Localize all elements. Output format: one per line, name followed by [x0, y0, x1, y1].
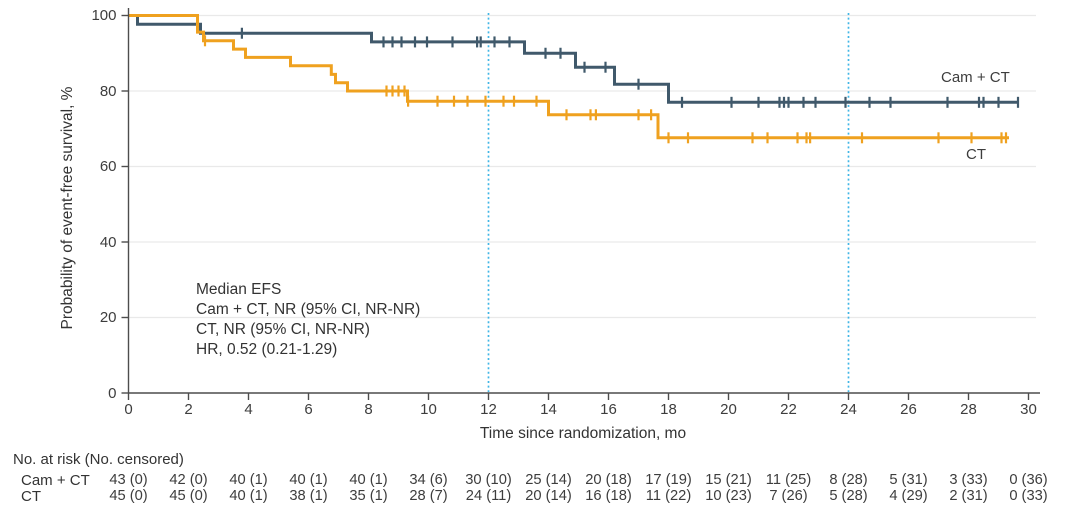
y-tick-label: 0 — [108, 384, 117, 402]
curve-cam-ct — [128, 14, 1018, 104]
y-tick-label: 100 — [91, 7, 117, 24]
risk-value: 11 (22) — [645, 488, 692, 504]
risk-value: 11 (25) — [765, 472, 812, 488]
risk-value: 7 (26) — [769, 488, 808, 504]
risk-value: 20 (18) — [585, 472, 632, 488]
risk-value: 24 (11) — [465, 488, 512, 504]
x-tick-label: 16 — [600, 401, 617, 418]
risk-value: 45 (0) — [109, 488, 148, 504]
curve-label-ct: CT — [966, 146, 986, 163]
x-tick-label: 20 — [720, 401, 737, 418]
x-tick-label: 30 — [1020, 401, 1037, 418]
x-tick-label: 6 — [304, 401, 313, 418]
risk-row-label-ct: CT — [21, 488, 41, 505]
x-tick-label: 2 — [184, 401, 193, 418]
risk-value: 38 (1) — [289, 488, 328, 504]
median-efs-annotation: Median EFS Cam + CT, NR (95% CI, NR-NR) … — [196, 280, 420, 360]
x-tick-label: 22 — [780, 401, 797, 418]
risk-value: 4 (29) — [889, 488, 928, 504]
risk-value: 40 (1) — [349, 472, 388, 488]
annotation-line-cam-ct: Cam + CT, NR (95% CI, NR-NR) — [196, 301, 421, 318]
risk-value: 0 (36) — [1009, 472, 1048, 488]
risk-value: 3 (33) — [949, 472, 988, 488]
risk-value: 5 (31) — [889, 472, 928, 488]
x-tick-label: 18 — [660, 401, 677, 418]
y-tick-label: 20 — [99, 309, 117, 326]
risk-value: 2 (31) — [949, 488, 988, 504]
y-tick-label: 40 — [99, 233, 117, 251]
y-tick-label: 60 — [99, 158, 117, 175]
annotation-line-hr: HR, 0.52 (0.21-1.29) — [196, 341, 338, 358]
risk-row-label-cam-ct: Cam + CT — [21, 472, 90, 489]
x-tick-label: 0 — [124, 401, 133, 418]
risk-value: 40 (1) — [289, 472, 328, 488]
x-tick-label: 10 — [420, 401, 437, 418]
risk-value: 10 (23) — [705, 488, 752, 504]
risk-value: 20 (14) — [525, 488, 572, 504]
x-tick-label: 8 — [364, 401, 373, 418]
y-axis-title: Probability of event-free survival, % — [59, 86, 76, 330]
annotation-line-ct: CT, NR (95% CI, NR-NR) — [196, 321, 370, 338]
risk-value: 8 (28) — [829, 472, 868, 488]
risk-value: 17 (19) — [645, 472, 692, 488]
risk-value: 30 (10) — [465, 472, 512, 488]
risk-value: 40 (1) — [229, 488, 268, 504]
risk-value: 42 (0) — [169, 472, 208, 488]
risk-value: 45 (0) — [169, 488, 208, 504]
x-axis-title: Time since randomization, mo — [479, 425, 687, 442]
risk-value: 0 (33) — [1009, 488, 1048, 504]
y-tick-label: 80 — [99, 82, 117, 100]
x-tick-label: 24 — [840, 401, 857, 418]
risk-value: 28 (7) — [409, 488, 448, 504]
risk-value: 43 (0) — [109, 472, 148, 488]
risk-value: 16 (18) — [585, 488, 632, 504]
risk-value: 40 (1) — [229, 472, 268, 488]
curve-label-cam-ct: Cam + CT — [941, 69, 1010, 86]
x-tick-label: 26 — [900, 401, 917, 418]
risk-value: 5 (28) — [829, 488, 868, 504]
x-tick-label: 28 — [960, 401, 977, 418]
annotation-line-median-efs: Median EFS — [196, 281, 282, 298]
x-tick-label: 14 — [540, 401, 557, 418]
risk-value: 35 (1) — [349, 488, 388, 504]
risk-value: 25 (14) — [525, 472, 572, 488]
curve-ct — [128, 14, 1009, 140]
risk-value: 15 (21) — [705, 472, 752, 488]
risk-table-header: No. at risk (No. censored) — [13, 451, 184, 468]
risk-value: 34 (6) — [409, 472, 448, 488]
x-tick-label: 4 — [244, 401, 253, 418]
x-tick-label: 12 — [480, 401, 497, 418]
